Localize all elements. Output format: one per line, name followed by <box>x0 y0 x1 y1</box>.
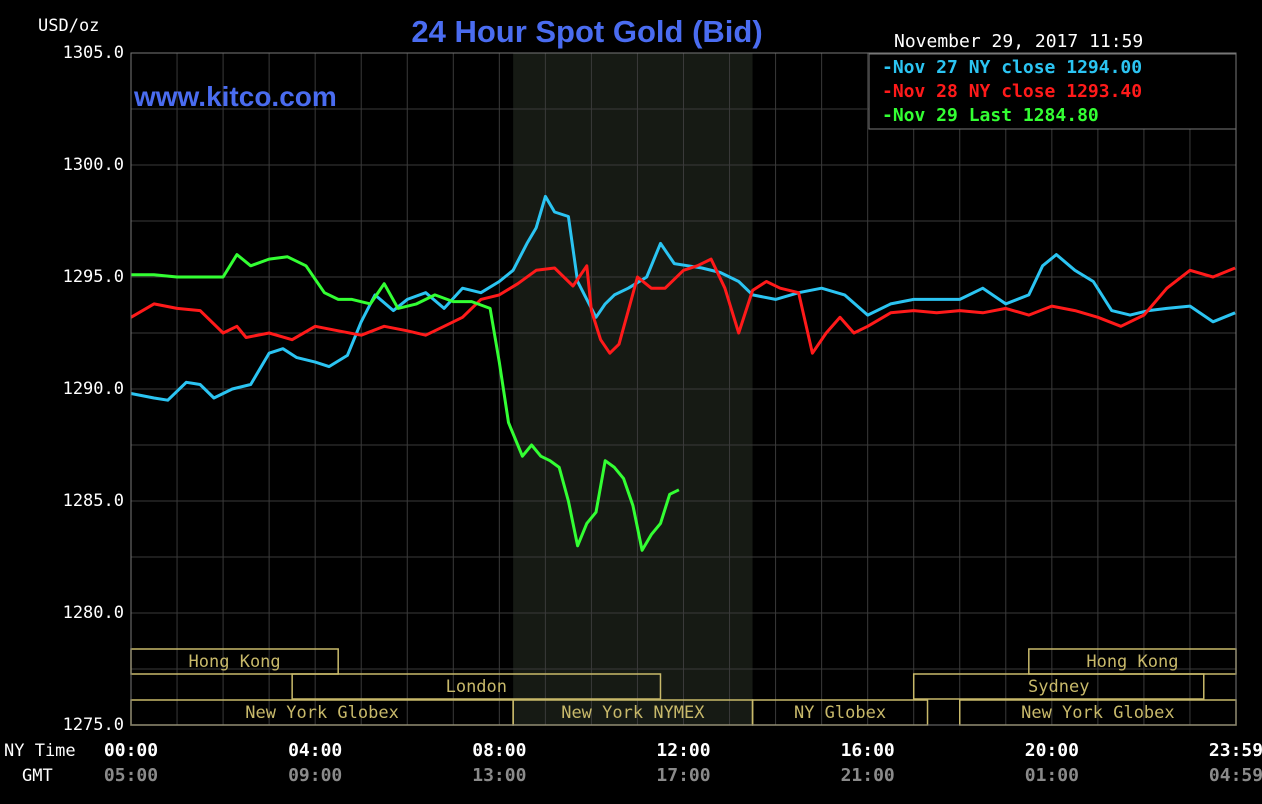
grid-lines <box>131 53 1236 725</box>
svg-text:Sydney: Sydney <box>1028 677 1089 697</box>
x-tick-labels: 00:00 04:00 08:00 12:00 16:00 20:00 23:59 05:00… <box>104 740 1262 786</box>
svg-text:Hong Kong: Hong Kong <box>1086 652 1178 672</box>
x-tick-label-gmt: 05:00 <box>104 765 158 786</box>
svg-text:New York Globex: New York Globex <box>245 703 399 723</box>
y-tick-label: 1290.0 <box>63 379 124 399</box>
x-tick-label-ny: 00:00 <box>104 740 158 761</box>
x-tick-label-gmt: 17:00 <box>656 765 710 786</box>
x-tick-label-ny: 08:00 <box>472 740 526 761</box>
x-tick-label-ny: 20:00 <box>1025 740 1079 761</box>
svg-text:London: London <box>446 677 507 697</box>
legend-box <box>868 53 1237 130</box>
timestamp: November 29, 2017 11:59 <box>894 31 1143 52</box>
series-line-nov27 <box>130 194 1236 402</box>
legend-item-nov28: -Nov 28 NY close 1293.40 <box>882 81 1142 102</box>
svg-text:Hong Kong: Hong Kong <box>189 652 281 672</box>
plot-frame <box>130 52 1237 726</box>
svg-text:New York NYMEX: New York NYMEX <box>561 703 705 723</box>
session-sydney: Sydney <box>912 673 1205 700</box>
chart-title: 24 Hour Spot Gold (Bid) <box>411 14 762 49</box>
x-tick-label-gmt: 01:00 <box>1025 765 1079 786</box>
x-tick-label-ny: 12:00 <box>656 740 710 761</box>
session-london: London <box>291 673 662 700</box>
x-tick-label-gmt: 09:00 <box>288 765 342 786</box>
y-tick-label: 1300.0 <box>63 155 124 175</box>
x-tick-label-gmt: 13:00 <box>472 765 526 786</box>
gmt-row-label: GMT <box>22 766 53 786</box>
ny-time-row-label: NY Time <box>4 741 76 761</box>
legend-item-nov29: -Nov 29 Last 1284.80 <box>882 105 1099 126</box>
y-tick-label: 1305.0 <box>63 43 124 63</box>
x-tick-label-gmt: 04:59 <box>1209 765 1262 786</box>
x-tick-label-gmt: 21:00 <box>841 765 895 786</box>
y-tick-labels: 1305.0 1300.0 1295.0 1290.0 1285.0 1280.0 1275… <box>63 43 124 735</box>
series-line-nov28 <box>130 257 1236 355</box>
y-tick-label: 1280.0 <box>63 603 124 623</box>
x-tick-label-ny: 23:59 <box>1209 740 1262 761</box>
y-tick-label: 1295.0 <box>63 267 124 287</box>
series-lines <box>130 194 1236 552</box>
watermark: www.kitco.com <box>133 81 337 112</box>
y-tick-label: 1275.0 <box>63 715 124 735</box>
y-axis-label: USD/oz <box>38 16 99 36</box>
svg-text:New York Globex: New York Globex <box>1021 703 1175 723</box>
market-sessions: Hong Kong Hong Kong London Sydney New York G… <box>130 648 1237 726</box>
svg-text:NY Globex: NY Globex <box>794 703 886 723</box>
legend: -Nov 27 NY close 1294.00 -Nov 28 NY clos… <box>868 53 1237 130</box>
x-tick-label-ny: 04:00 <box>288 740 342 761</box>
series-line-nov29 <box>131 253 680 552</box>
legend-item-nov27: -Nov 27 NY close 1294.00 <box>882 57 1142 78</box>
x-tick-label-ny: 16:00 <box>841 740 895 761</box>
y-tick-label: 1285.0 <box>63 491 124 511</box>
